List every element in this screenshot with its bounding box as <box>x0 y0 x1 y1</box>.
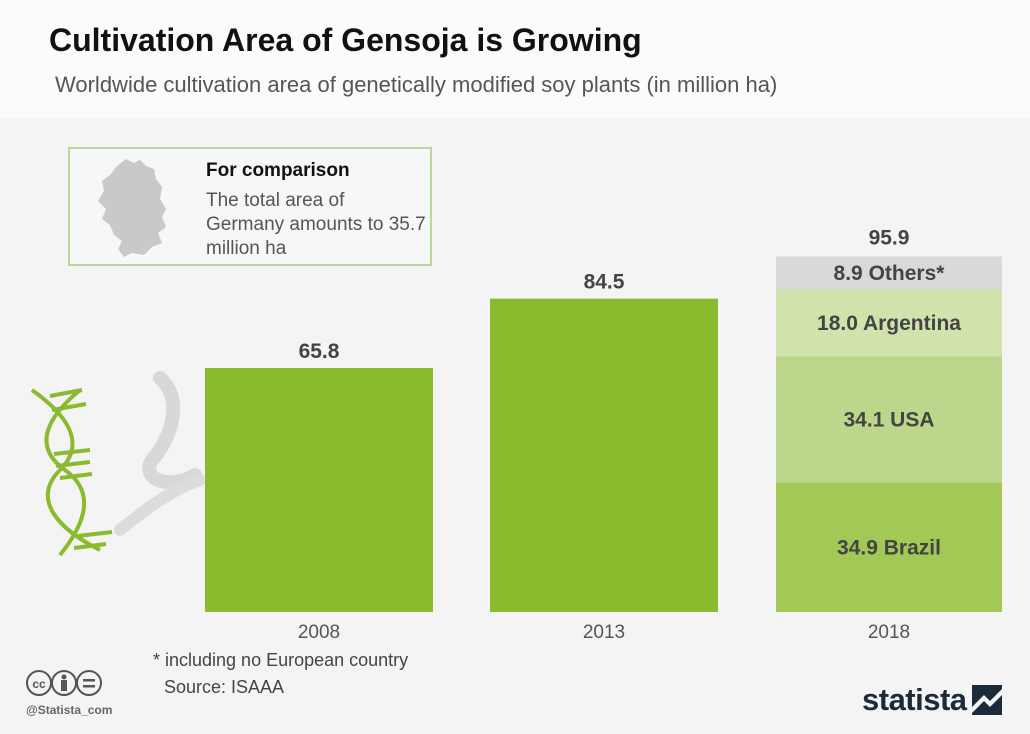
comparison-box: For comparison The total area of Germany… <box>68 147 432 266</box>
segment-label-argentina: 18.0 Argentina <box>817 312 961 335</box>
page-subtitle: Worldwide cultivation area of geneticall… <box>55 72 778 97</box>
bar-2013 <box>490 298 718 612</box>
cc-icon: cc <box>26 670 52 696</box>
bar-segment-brazil <box>776 482 1002 612</box>
comparison-text: The total area of Germany amounts to 35.… <box>206 190 426 259</box>
value-label-2013: 84.5 <box>584 271 625 294</box>
bar-segment-argentina <box>776 289 1002 357</box>
bar-segment-others <box>776 256 1002 290</box>
dna-icon <box>30 371 206 557</box>
comparison-title: For comparison <box>206 160 350 181</box>
footnote: * including no European country <box>153 650 409 670</box>
page-title: Cultivation Area of Gensoja is Growing <box>49 22 642 58</box>
bar-segment-usa <box>776 356 1002 483</box>
segment-label-usa: 34.1 USA <box>843 408 934 431</box>
attribution-icon <box>51 670 77 696</box>
statista-handle: @Statista_com <box>26 703 113 717</box>
source-note: Source: ISAAA <box>164 677 285 697</box>
x-tick-label-2008: 2008 <box>298 622 340 643</box>
x-tick-label-2013: 2013 <box>583 622 625 643</box>
bar-2008 <box>205 368 433 612</box>
statista-logo-icon <box>972 685 1002 715</box>
value-label-2008: 65.8 <box>299 340 340 363</box>
header-band <box>0 0 1030 118</box>
segment-label-others: 8.9 Others* <box>834 262 946 285</box>
no-derivatives-icon <box>76 670 102 696</box>
x-tick-label-2018: 2018 <box>868 622 910 643</box>
germany-map-icon <box>98 159 166 257</box>
creative-commons-icons: cc <box>26 670 102 696</box>
value-label-2018: 95.9 <box>869 226 910 249</box>
statista-logo-text: statista <box>862 682 967 717</box>
segment-label-brazil: 34.9 Brazil <box>837 536 941 559</box>
svg-text:cc: cc <box>32 677 46 691</box>
